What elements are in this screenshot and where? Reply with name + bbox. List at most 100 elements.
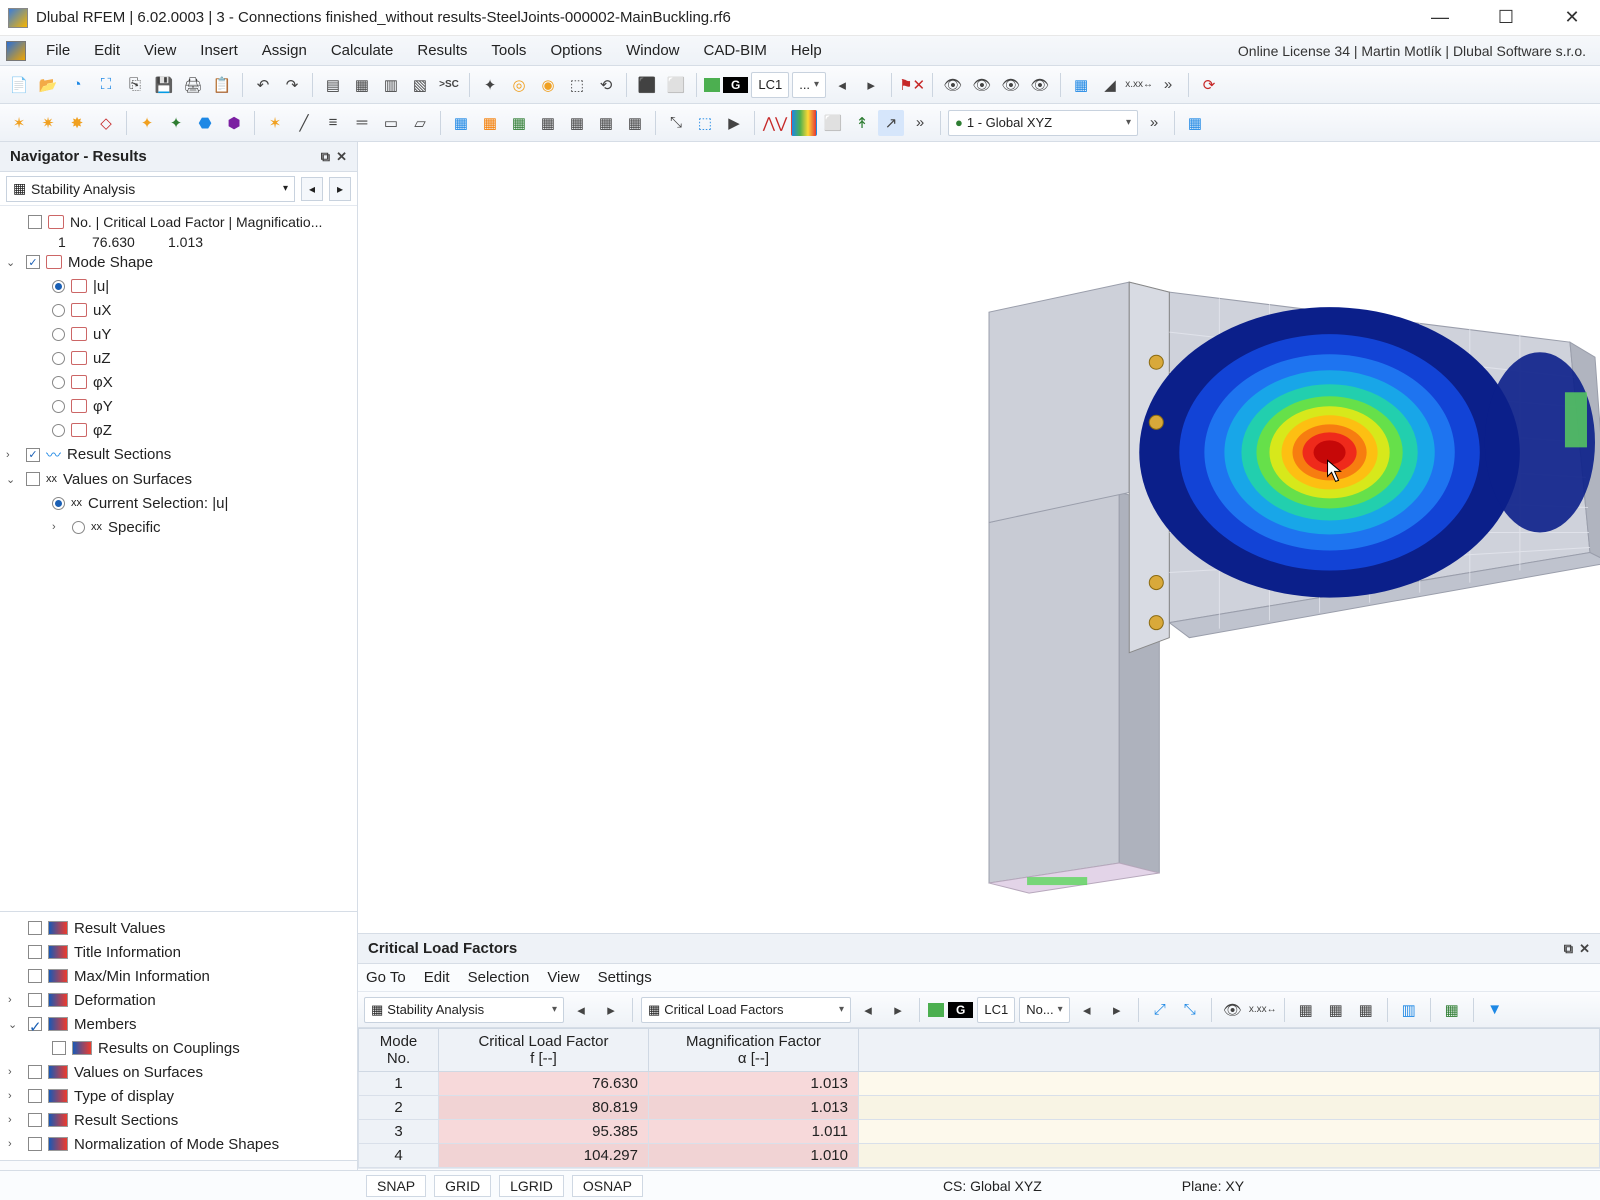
new-icon[interactable]: 📄 bbox=[6, 72, 32, 98]
cloud-icon[interactable]: ◔ bbox=[64, 72, 90, 98]
dim-icon[interactable]: x.xx↔ bbox=[1126, 72, 1152, 98]
line2-icon[interactable]: ≡ bbox=[320, 110, 346, 136]
star3-icon[interactable]: ✸ bbox=[64, 110, 90, 136]
tlc-next-icon[interactable]: ▸ bbox=[1104, 997, 1130, 1023]
tb-filter-icon[interactable]: ▼ bbox=[1482, 997, 1508, 1023]
lasso-icon[interactable]: ✦ bbox=[477, 72, 503, 98]
tree-specific[interactable]: ›xxSpecific bbox=[0, 515, 357, 539]
tree-mode-ux[interactable]: uX bbox=[0, 298, 357, 322]
script-icon[interactable]: >SC bbox=[436, 72, 462, 98]
status-lgrid[interactable]: LGRID bbox=[499, 1175, 564, 1197]
view-c-icon[interactable]: 👁 bbox=[998, 72, 1024, 98]
tree-mode-phix[interactable]: φX bbox=[0, 370, 357, 394]
menu-file[interactable]: File bbox=[34, 39, 82, 62]
tmenu-settings[interactable]: Settings bbox=[598, 969, 652, 986]
table-row[interactable]: 176.6301.013 bbox=[359, 1072, 1600, 1096]
view1-icon[interactable]: ⬛ bbox=[634, 72, 660, 98]
tree-mode-phiz[interactable]: φZ bbox=[0, 418, 357, 442]
sel-icon[interactable]: ↗ bbox=[878, 110, 904, 136]
diag2-icon[interactable]: ▆ bbox=[791, 110, 817, 136]
tb-t1-icon[interactable]: ▦ bbox=[1293, 997, 1319, 1023]
menu-tools[interactable]: Tools bbox=[479, 39, 538, 62]
status-osnap[interactable]: OSNAP bbox=[572, 1175, 643, 1197]
menu-help[interactable]: Help bbox=[779, 39, 834, 62]
up-icon[interactable]: ↟ bbox=[849, 110, 875, 136]
panel1-icon[interactable]: ▤ bbox=[320, 72, 346, 98]
coord-dropdown[interactable]: ●1 - Global XYZ▾ bbox=[948, 110, 1138, 136]
menu-insert[interactable]: Insert bbox=[188, 39, 250, 62]
menu-edit[interactable]: Edit bbox=[82, 39, 132, 62]
axis-icon[interactable]: ⤡ bbox=[663, 110, 689, 136]
node1-icon[interactable]: ✦ bbox=[134, 110, 160, 136]
zoom-prev-icon[interactable]: ⟲ bbox=[593, 72, 619, 98]
panel2-icon[interactable]: ▦ bbox=[349, 72, 375, 98]
panel-close-icon[interactable]: ✕ bbox=[336, 149, 347, 165]
tmenu-goto[interactable]: Go To bbox=[366, 969, 406, 986]
shape1-icon[interactable]: ◇ bbox=[93, 110, 119, 136]
checklist-normalization[interactable]: ›Normalization of Mode Shapes bbox=[0, 1132, 357, 1156]
measure-icon[interactable]: ◢ bbox=[1097, 72, 1123, 98]
settings-icon[interactable]: ▦ bbox=[1182, 110, 1208, 136]
nav-next-icon[interactable]: ▸ bbox=[329, 177, 351, 201]
tb-chart-icon[interactable]: ▥ bbox=[1396, 997, 1422, 1023]
node4-icon[interactable]: ⬢ bbox=[221, 110, 247, 136]
tree-mode-phiy[interactable]: φY bbox=[0, 394, 357, 418]
overflow2-icon[interactable]: » bbox=[907, 110, 933, 136]
clipboard-icon[interactable]: 📋 bbox=[209, 72, 235, 98]
diag1-icon[interactable]: ⋀⋁ bbox=[762, 110, 788, 136]
save-icon[interactable]: 💾 bbox=[151, 72, 177, 98]
checklist-res-sections[interactable]: ›Result Sections bbox=[0, 1108, 357, 1132]
tree-values-surfaces[interactable]: ⌄ xx Values on Surfaces bbox=[0, 467, 357, 491]
zoom-all-icon[interactable]: ◉ bbox=[535, 72, 561, 98]
table-row[interactable]: 395.3851.011 bbox=[359, 1120, 1600, 1144]
minimize-button[interactable]: — bbox=[1420, 7, 1460, 28]
mesh6-icon[interactable]: ▦ bbox=[593, 110, 619, 136]
anim-icon[interactable]: ▶ bbox=[721, 110, 747, 136]
tree-mode-shape[interactable]: ⌄ Mode Shape bbox=[0, 250, 357, 274]
copy-icon[interactable]: ⎘ bbox=[122, 72, 148, 98]
tree-result-sections[interactable]: › 〰 Result Sections bbox=[0, 442, 357, 467]
star1-icon[interactable]: ✶ bbox=[6, 110, 32, 136]
node3-icon[interactable]: ⬣ bbox=[192, 110, 218, 136]
line5-icon[interactable]: ▱ bbox=[407, 110, 433, 136]
zoom-sel-icon[interactable]: ◎ bbox=[506, 72, 532, 98]
grid-icon[interactable]: ▦ bbox=[1068, 72, 1094, 98]
table-sel2[interactable]: ▦ Critical Load Factors▾ bbox=[641, 997, 851, 1023]
menu-calculate[interactable]: Calculate bbox=[319, 39, 406, 62]
checklist-vals-surf[interactable]: ›Values on Surfaces bbox=[0, 1060, 357, 1084]
mirror-icon[interactable]: ⬚ bbox=[692, 110, 718, 136]
mesh4-icon[interactable]: ▦ bbox=[535, 110, 561, 136]
mesh5-icon[interactable]: ▦ bbox=[564, 110, 590, 136]
print-icon[interactable]: 🖨 bbox=[180, 72, 206, 98]
tree-mode-u[interactable]: |u| bbox=[0, 274, 357, 298]
tsel1-prev-icon[interactable]: ◂ bbox=[568, 997, 594, 1023]
mesh1-icon[interactable]: ▦ bbox=[448, 110, 474, 136]
star4-icon[interactable]: ✶ bbox=[262, 110, 288, 136]
checklist-deformation[interactable]: ›Deformation bbox=[0, 988, 357, 1012]
view-d-icon[interactable]: 👁 bbox=[1027, 72, 1053, 98]
tree-current-selection[interactable]: xxCurrent Selection: |u| bbox=[0, 491, 357, 515]
table-pin-icon[interactable]: ⧉ bbox=[1564, 941, 1573, 957]
mesh2-icon[interactable]: ▦ bbox=[477, 110, 503, 136]
tb-b-icon[interactable]: ⤡ bbox=[1177, 997, 1203, 1023]
overflow3-icon[interactable]: » bbox=[1141, 110, 1167, 136]
block-icon[interactable]: ⛶ bbox=[93, 72, 119, 98]
line1-icon[interactable]: ╱ bbox=[291, 110, 317, 136]
table-lc[interactable]: LC1 bbox=[977, 997, 1015, 1023]
menu-results[interactable]: Results bbox=[405, 39, 479, 62]
tlc-prev-icon[interactable]: ◂ bbox=[1074, 997, 1100, 1023]
tmenu-edit[interactable]: Edit bbox=[424, 969, 450, 986]
panel-pin-icon[interactable]: ⧉ bbox=[321, 149, 330, 165]
cube-icon[interactable]: ⬜ bbox=[820, 110, 846, 136]
navigator-selector[interactable]: ▦ Stability Analysis ▾ bbox=[6, 176, 295, 202]
open-icon[interactable]: 📂 bbox=[35, 72, 61, 98]
table-close-icon[interactable]: ✕ bbox=[1579, 941, 1590, 957]
menu-cadbim[interactable]: CAD-BIM bbox=[692, 39, 779, 62]
refresh-icon[interactable]: ⟳ bbox=[1196, 72, 1222, 98]
tree-data-row[interactable]: 1 76.630 1.013 bbox=[0, 234, 357, 250]
tmenu-selection[interactable]: Selection bbox=[468, 969, 530, 986]
mesh3-icon[interactable]: ▦ bbox=[506, 110, 532, 136]
menu-view[interactable]: View bbox=[132, 39, 188, 62]
tb-a-icon[interactable]: ⤢ bbox=[1147, 997, 1173, 1023]
viewport-3d[interactable] bbox=[358, 142, 1600, 933]
